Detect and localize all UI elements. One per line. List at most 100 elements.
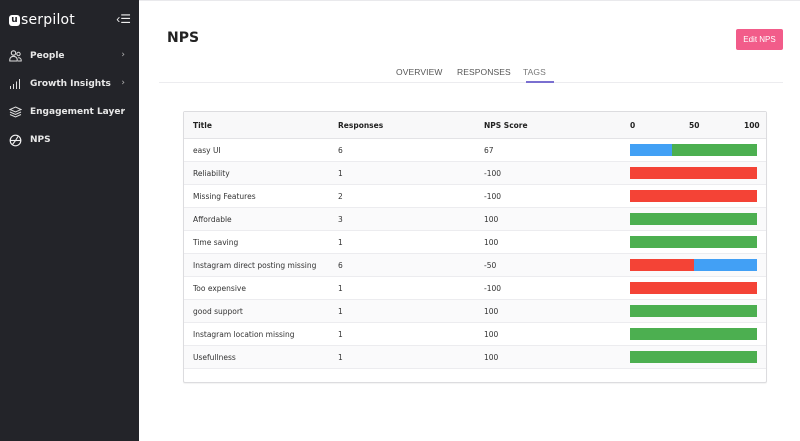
cell-responses: 1 (338, 353, 343, 362)
main-content: NPS Edit NPS OVERVIEW RESPONSES TAGS Tit… (139, 0, 800, 441)
bar-segment-detractor (630, 259, 694, 271)
cell-responses: 1 (338, 169, 343, 178)
table-header: Title Responses NPS Score 0 50 100 (184, 112, 766, 139)
tab-bar: OVERVIEW RESPONSES TAGS (159, 63, 783, 83)
cell-title: Affordable (193, 215, 232, 224)
bar-segment-promoter (630, 328, 757, 340)
cell-title: Instagram location missing (193, 330, 295, 339)
bar-segment-promoter (630, 351, 757, 363)
bar-chart-icon (8, 77, 22, 91)
column-header-nps-score[interactable]: NPS Score (484, 121, 528, 130)
column-header-title[interactable]: Title (193, 121, 212, 130)
nps-distribution-bar (630, 144, 757, 156)
table-row[interactable]: easy UI 6 67 (184, 139, 766, 162)
cell-title: Too expensive (193, 284, 246, 293)
cell-nps-score: -100 (484, 169, 502, 178)
cell-title: Time saving (193, 238, 239, 247)
cell-title: Reliability (193, 169, 230, 178)
cell-title: Missing Features (193, 192, 256, 201)
bar-segment-passive (630, 144, 672, 156)
chevron-right-icon: › (121, 106, 125, 116)
logo-badge: u (9, 14, 20, 26)
scale-label-50: 50 (689, 121, 700, 130)
table-row[interactable]: Affordable 3 100 (184, 208, 766, 231)
sidebar-nav: People › Growth Insights › Engagement La… (0, 42, 139, 154)
cell-nps-score: -50 (484, 261, 497, 270)
table-row[interactable]: Instagram location missing 1 100 (184, 323, 766, 346)
chevron-right-icon: › (121, 50, 125, 60)
bar-segment-detractor (630, 167, 757, 179)
sidebar-item-growth-insights[interactable]: Growth Insights › (0, 70, 139, 98)
cell-responses: 6 (338, 261, 343, 270)
bar-segment-promoter (630, 213, 757, 225)
table-body: easy UI 6 67 Reliability 1 -100 Missing Featur… (184, 139, 766, 369)
nps-distribution-bar (630, 328, 757, 340)
table-row[interactable]: Missing Features 2 -100 (184, 185, 766, 208)
sidebar-item-label: Engagement Layer (30, 107, 125, 117)
logo-row: u serpilot ‹☰ (9, 10, 131, 30)
page-title: NPS (167, 30, 200, 46)
nps-distribution-bar (630, 305, 757, 317)
nps-distribution-bar (630, 167, 757, 179)
sidebar-item-engagement-layer[interactable]: Engagement Layer › (0, 98, 139, 126)
cell-responses: 6 (338, 146, 343, 155)
bar-segment-detractor (630, 282, 757, 294)
nps-distribution-bar (630, 259, 757, 271)
bar-segment-passive (693, 259, 757, 271)
cell-nps-score: 100 (484, 215, 499, 224)
logo-text: serpilot (21, 12, 75, 28)
sidebar-item-nps[interactable]: NPS (0, 126, 139, 154)
cell-responses: 1 (338, 238, 343, 247)
cell-nps-score: 100 (484, 307, 499, 316)
layers-icon (8, 105, 22, 119)
edit-nps-button[interactable]: Edit NPS (736, 29, 783, 50)
cell-title: easy UI (193, 146, 221, 155)
collapse-sidebar-icon[interactable]: ‹☰ (116, 12, 131, 26)
nps-distribution-bar (630, 190, 757, 202)
nps-distribution-bar (630, 236, 757, 248)
userpilot-logo[interactable]: u serpilot (9, 12, 75, 28)
nps-distribution-bar (630, 351, 757, 363)
table-row[interactable]: Too expensive 1 -100 (184, 277, 766, 300)
gauge-icon (8, 133, 22, 147)
cell-nps-score: 100 (484, 330, 499, 339)
bar-segment-promoter (630, 236, 757, 248)
sidebar-item-label: Growth Insights (30, 79, 111, 89)
bar-segment-promoter (630, 305, 757, 317)
table-row[interactable]: good support 1 100 (184, 300, 766, 323)
cell-responses: 3 (338, 215, 343, 224)
table-row[interactable]: Time saving 1 100 (184, 231, 766, 254)
sidebar-item-label: NPS (30, 135, 51, 145)
tab-overview[interactable]: OVERVIEW (396, 67, 443, 77)
active-tab-indicator (526, 81, 554, 83)
sidebar-item-label: People (30, 51, 65, 61)
cell-title: good support (193, 307, 243, 316)
chevron-right-icon: › (121, 78, 125, 88)
cell-nps-score: 100 (484, 353, 499, 362)
tags-table: Title Responses NPS Score 0 50 100 easy … (183, 111, 767, 383)
table-row[interactable]: Reliability 1 -100 (184, 162, 766, 185)
cell-responses: 1 (338, 330, 343, 339)
cell-responses: 1 (338, 307, 343, 316)
cell-nps-score: -100 (484, 284, 502, 293)
people-icon (8, 49, 22, 63)
sidebar: u serpilot ‹☰ People › Growth Insights ›… (0, 0, 139, 441)
table-row[interactable]: Usefullness 1 100 (184, 346, 766, 369)
scale-label-0: 0 (630, 121, 636, 130)
nps-distribution-bar (630, 213, 757, 225)
tab-responses[interactable]: RESPONSES (457, 67, 511, 77)
cell-responses: 2 (338, 192, 343, 201)
cell-responses: 1 (338, 284, 343, 293)
scale-label-100: 100 (744, 121, 760, 130)
sidebar-item-people[interactable]: People › (0, 42, 139, 70)
column-header-responses[interactable]: Responses (338, 121, 384, 130)
cell-title: Usefullness (193, 353, 236, 362)
cell-title: Instagram direct posting missing (193, 261, 317, 270)
nps-distribution-bar (630, 282, 757, 294)
bar-segment-detractor (630, 190, 757, 202)
cell-nps-score: 100 (484, 238, 499, 247)
tab-tags[interactable]: TAGS (523, 67, 546, 77)
table-row[interactable]: Instagram direct posting missing 6 -50 (184, 254, 766, 277)
bar-segment-promoter (671, 144, 757, 156)
cell-nps-score: -100 (484, 192, 502, 201)
